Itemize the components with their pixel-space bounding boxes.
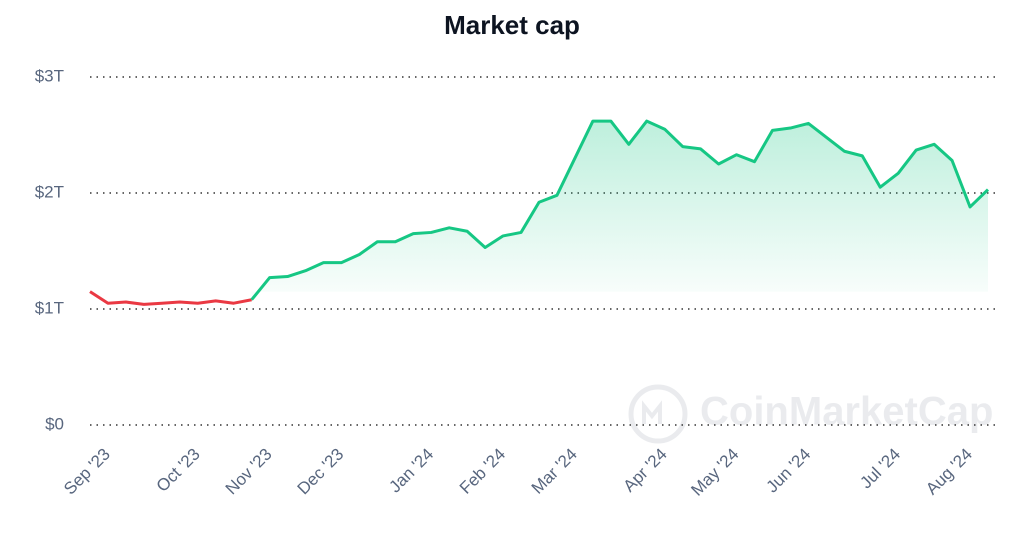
x-tick-label: Feb '24	[456, 445, 509, 498]
price-line	[89, 290, 252, 306]
x-tick-label: Oct '23	[153, 445, 204, 496]
x-tick-label: Aug '24	[922, 445, 976, 499]
x-tick-label: Sep '23	[60, 445, 114, 499]
x-tick-label: Apr '24	[620, 445, 671, 496]
watermark: CoinMarketCap	[700, 390, 993, 434]
x-tick-label: Dec '23	[294, 445, 348, 499]
y-tick-label: $3T	[35, 66, 64, 85]
x-tick-label: Mar '24	[528, 445, 581, 498]
chart-title: Market cap	[444, 10, 580, 40]
y-tick-label: $2T	[35, 182, 64, 201]
x-tick-label: May '24	[687, 445, 742, 500]
x-tick-label: Jan '24	[385, 445, 437, 497]
x-tick-label: Jun '24	[763, 445, 815, 497]
x-tick-label: Jul '24	[856, 445, 904, 493]
area-fill	[251, 121, 988, 300]
x-tick-label: Nov '23	[222, 445, 276, 499]
price-line	[250, 119, 990, 301]
y-tick-label: $1T	[35, 298, 64, 317]
y-tick-label: $0	[45, 414, 64, 433]
watermark-logo	[628, 384, 688, 444]
